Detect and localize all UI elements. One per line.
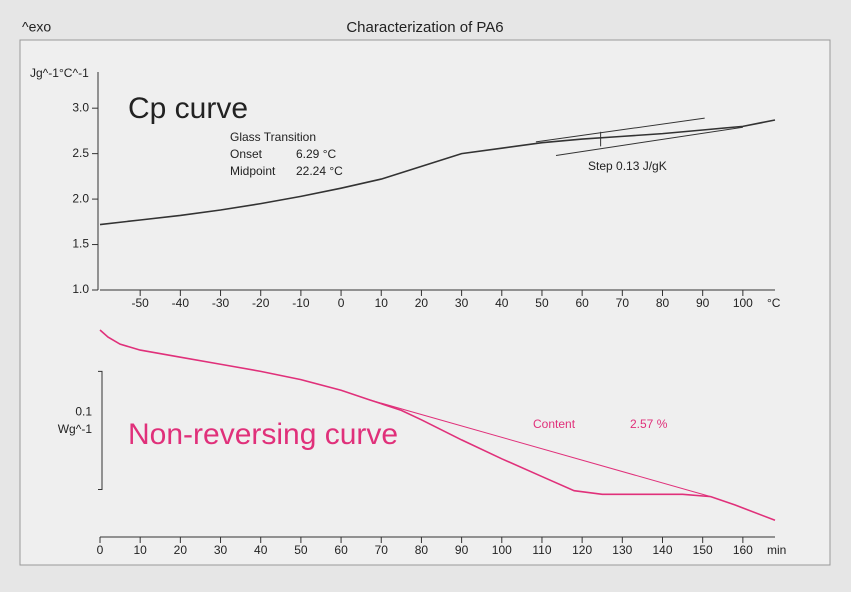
x-tick-label: 100 xyxy=(733,296,753,310)
y-tick-label: 1.0 xyxy=(72,282,89,296)
title: Characterization of PA6 xyxy=(346,19,503,36)
note: 2.57 % xyxy=(630,417,668,431)
note: 6.29 °C xyxy=(296,147,336,161)
x-unit: min xyxy=(767,543,786,557)
x-tick-label: -50 xyxy=(132,296,150,310)
x-tick-label: 70 xyxy=(616,296,630,310)
x-tick-label: 80 xyxy=(656,296,670,310)
x-tick-label: 50 xyxy=(535,296,549,310)
x-tick-label: 60 xyxy=(334,543,348,557)
tangent xyxy=(369,399,711,498)
x-tick-label: 160 xyxy=(733,543,753,557)
note: 22.24 °C xyxy=(296,164,343,178)
y-tick-label: 1.5 xyxy=(72,237,89,251)
x-tick-label: 140 xyxy=(652,543,672,557)
annotation: Cp curve xyxy=(128,92,248,125)
tangent xyxy=(535,117,705,143)
x-tick-label: 150 xyxy=(693,543,713,557)
x-tick-label: 40 xyxy=(495,296,509,310)
x-tick-label: 110 xyxy=(532,543,551,557)
x-tick-label: 40 xyxy=(254,543,268,557)
x-tick-label: 80 xyxy=(415,543,429,557)
panel xyxy=(19,39,831,566)
x-tick-label: -30 xyxy=(212,296,230,310)
exo-label: ^exo xyxy=(22,19,51,35)
x-tick-label: 90 xyxy=(696,296,710,310)
x-tick-label: -10 xyxy=(292,296,310,310)
note: Step 0.13 J/gK xyxy=(588,159,667,173)
y-tick-label: 2.0 xyxy=(72,191,89,205)
x-tick-label: 60 xyxy=(575,296,589,310)
x-tick-label: -40 xyxy=(172,296,190,310)
annotation: Non-reversing curve xyxy=(128,418,398,451)
tangent xyxy=(555,126,743,156)
x-tick-label: 0 xyxy=(338,296,345,310)
x-tick-label: 30 xyxy=(455,296,469,310)
x-tick-label: 20 xyxy=(415,296,429,310)
y-tick-label: 3.0 xyxy=(72,100,89,114)
x-tick-label: 70 xyxy=(375,543,389,557)
x-tick-label: 100 xyxy=(492,543,512,557)
x-tick-label: -20 xyxy=(252,296,270,310)
note: Midpoint xyxy=(230,164,276,178)
y-label: Wg^-1 xyxy=(58,422,93,436)
x-tick-label: 0 xyxy=(97,543,104,557)
curve xyxy=(99,119,776,226)
y-tick-label: 2.5 xyxy=(72,146,89,160)
scale-bar xyxy=(98,370,103,491)
x-tick-label: 130 xyxy=(612,543,632,557)
scale-label: 0.1 xyxy=(75,405,92,419)
note: Content xyxy=(533,417,576,431)
x-tick-label: 10 xyxy=(133,543,147,557)
x-tick-label: 50 xyxy=(294,543,308,557)
x-tick-label: 120 xyxy=(572,543,592,557)
x-tick-label: 30 xyxy=(214,543,228,557)
x-tick-label: 20 xyxy=(174,543,188,557)
note: Glass Transition xyxy=(230,130,316,144)
x-tick-label: 10 xyxy=(375,296,389,310)
curve xyxy=(99,329,776,522)
note: Onset xyxy=(230,147,263,161)
y-label: Jg^-1°C^-1 xyxy=(30,66,89,80)
x-tick-label: 90 xyxy=(455,543,469,557)
x-unit: °C xyxy=(767,296,781,310)
